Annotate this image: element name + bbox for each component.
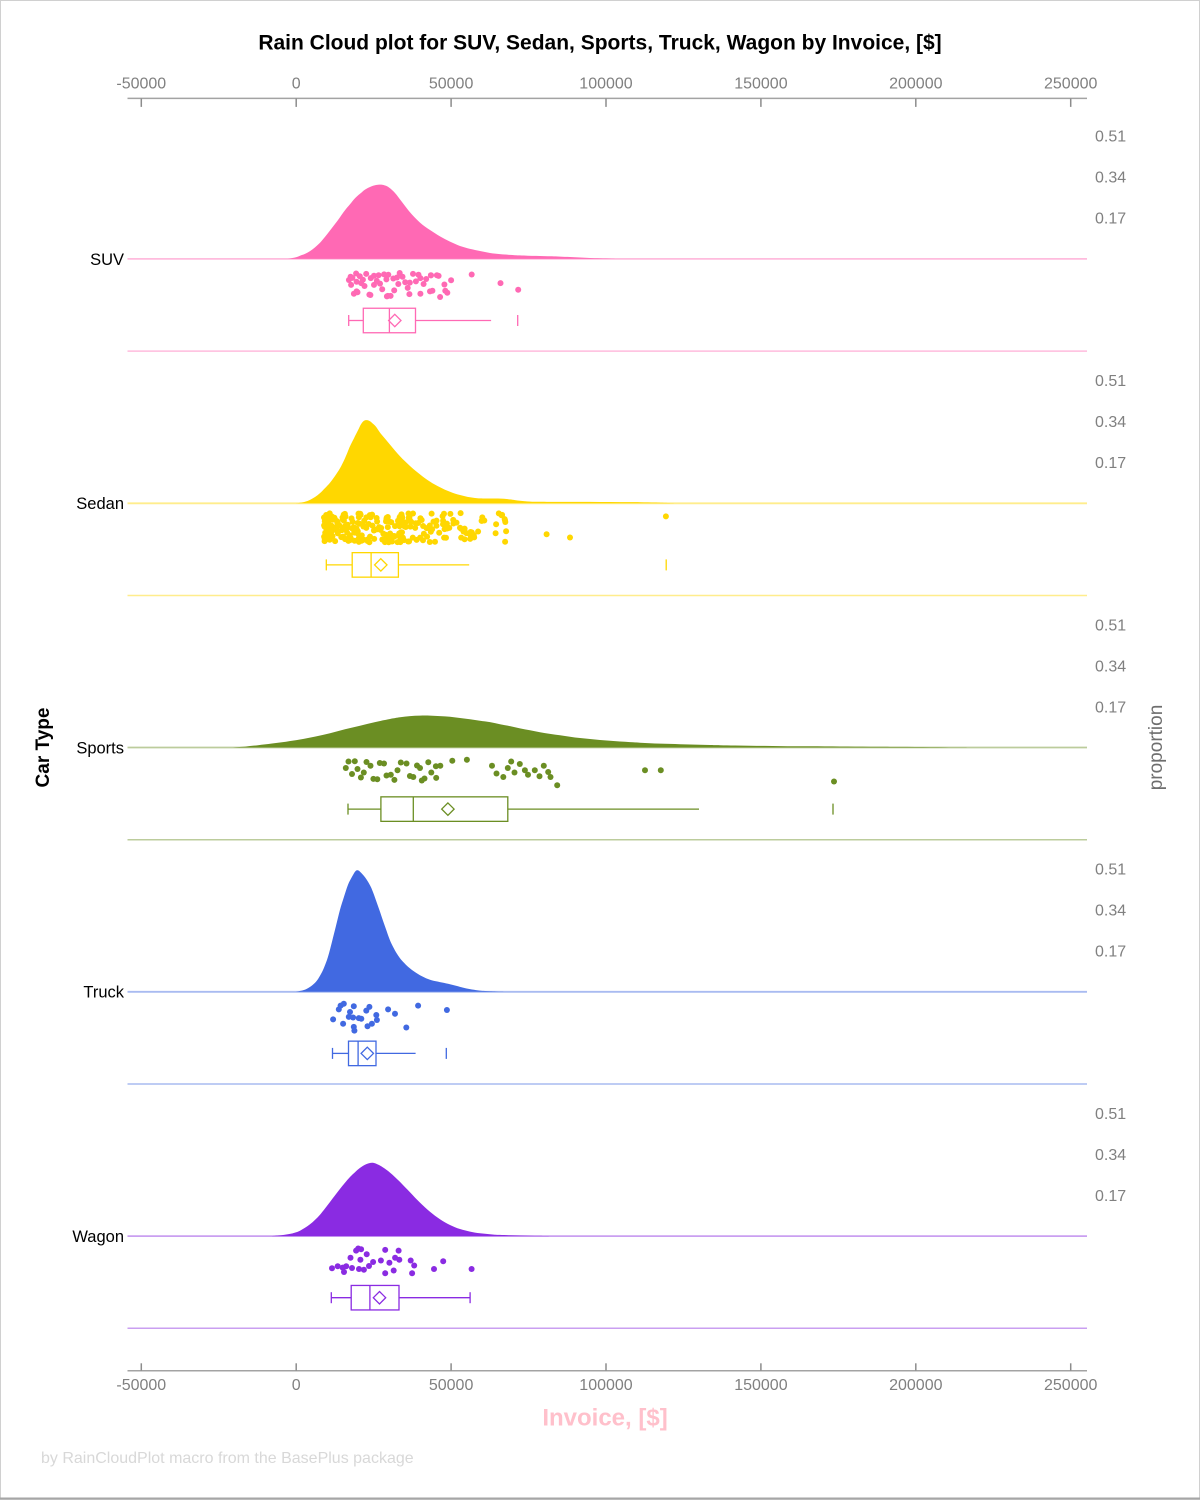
svg-text:0.51: 0.51 <box>1095 862 1126 879</box>
svg-text:0.34: 0.34 <box>1095 1147 1126 1164</box>
svg-text:250000: 250000 <box>1044 75 1097 92</box>
svg-text:100000: 100000 <box>579 75 632 92</box>
svg-text:SUV: SUV <box>90 251 124 269</box>
svg-text:0.34: 0.34 <box>1095 658 1126 675</box>
svg-text:150000: 150000 <box>734 1377 787 1394</box>
svg-text:Truck: Truck <box>83 984 124 1002</box>
svg-text:Car Type: Car Type <box>33 708 54 788</box>
svg-text:150000: 150000 <box>734 75 787 92</box>
svg-text:Invoice, [$]: Invoice, [$] <box>542 1405 667 1432</box>
svg-text:-50000: -50000 <box>116 1377 166 1394</box>
svg-text:proportion: proportion <box>1146 705 1167 791</box>
svg-text:Wagon: Wagon <box>72 1228 124 1246</box>
svg-text:0.17: 0.17 <box>1095 1188 1126 1205</box>
svg-text:by RainCloudPlot macro from th: by RainCloudPlot macro from the BasePlus… <box>41 1450 414 1467</box>
svg-text:50000: 50000 <box>429 75 474 92</box>
svg-text:0.17: 0.17 <box>1095 455 1126 472</box>
svg-text:50000: 50000 <box>429 1377 474 1394</box>
svg-text:0.17: 0.17 <box>1095 944 1126 961</box>
svg-text:-50000: -50000 <box>116 75 166 92</box>
svg-text:200000: 200000 <box>889 75 942 92</box>
svg-text:0.34: 0.34 <box>1095 414 1126 431</box>
svg-text:0.51: 0.51 <box>1095 129 1126 146</box>
svg-text:0.51: 0.51 <box>1095 617 1126 634</box>
svg-text:250000: 250000 <box>1044 1377 1097 1394</box>
svg-text:Rain Cloud plot for SUV, Sedan: Rain Cloud plot for SUV, Sedan, Sports, … <box>258 32 941 55</box>
svg-text:0: 0 <box>292 75 301 92</box>
svg-text:0.51: 0.51 <box>1095 1106 1126 1123</box>
svg-text:100000: 100000 <box>579 1377 632 1394</box>
svg-text:0.17: 0.17 <box>1095 699 1126 716</box>
svg-text:0.17: 0.17 <box>1095 211 1126 228</box>
svg-text:200000: 200000 <box>889 1377 942 1394</box>
svg-text:Sedan: Sedan <box>76 495 124 513</box>
svg-text:0.51: 0.51 <box>1095 373 1126 390</box>
svg-text:0: 0 <box>292 1377 301 1394</box>
svg-text:Sports: Sports <box>76 739 124 757</box>
svg-text:0.34: 0.34 <box>1095 903 1126 920</box>
svg-text:0.34: 0.34 <box>1095 170 1126 187</box>
